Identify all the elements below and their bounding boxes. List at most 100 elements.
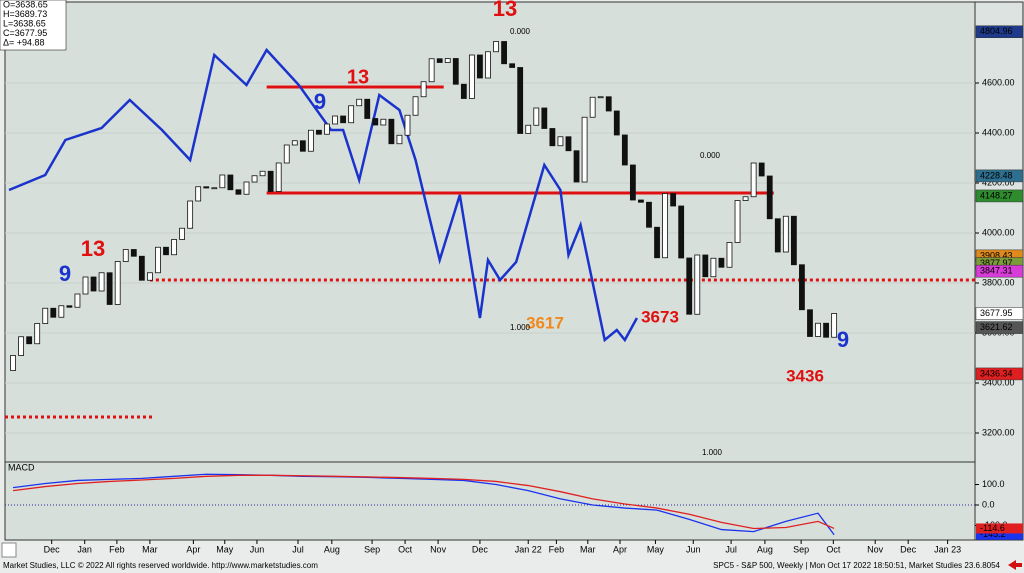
candle-body <box>396 134 403 145</box>
candle-body <box>613 110 620 136</box>
candle-body <box>420 81 427 98</box>
candle-body <box>171 239 177 256</box>
candle-body <box>146 272 153 281</box>
candle-body <box>815 322 821 337</box>
scroll-arrow[interactable] <box>1008 560 1022 570</box>
candle-body <box>106 272 113 305</box>
macd-line <box>12 473 835 536</box>
price-tag-label: 3908.43 <box>980 250 1013 260</box>
candle-body <box>501 41 507 65</box>
candle-body <box>654 226 660 259</box>
candle-body <box>26 336 33 345</box>
annotation: 13 <box>347 66 369 88</box>
x-tick-label: Oct <box>398 544 413 554</box>
candle-body <box>533 107 540 126</box>
candle-body <box>340 115 346 124</box>
candle-body <box>307 129 314 152</box>
annotation: 3673 <box>641 307 679 326</box>
price-tag <box>975 25 1024 39</box>
macd-line <box>12 474 835 530</box>
x-tick-label: Jul <box>725 544 737 554</box>
price-tag <box>975 307 1024 320</box>
candle-body <box>774 218 781 253</box>
price-tag-label: 4804.96 <box>980 26 1013 36</box>
candle-body <box>702 254 709 278</box>
x-tick-label: Aug <box>324 544 340 554</box>
candle-body <box>468 54 475 99</box>
x-tick-label: Dec <box>472 544 489 554</box>
price-tag <box>975 367 1024 381</box>
candle-body <box>831 313 838 338</box>
annotation: 13 <box>493 0 517 21</box>
candle-body <box>710 257 717 278</box>
candle-body <box>477 54 483 79</box>
x-tick-label: Jun <box>250 544 265 554</box>
candle-body <box>203 186 210 189</box>
candle-body <box>227 174 234 191</box>
candle-body <box>163 246 169 256</box>
candle-body <box>678 205 685 259</box>
candle-body <box>324 123 330 135</box>
candle-body <box>782 215 789 253</box>
x-tick-label: Jul <box>292 544 304 554</box>
x-tick-label: Sep <box>793 544 809 554</box>
candle-body <box>90 276 97 292</box>
candle-body <box>734 200 741 243</box>
x-tick-label: Feb <box>109 544 125 554</box>
price-tag-label: 4228.48 <box>980 170 1013 180</box>
candle-body <box>291 140 298 146</box>
candle-body <box>525 124 532 134</box>
candle-body <box>629 164 636 201</box>
x-tick-label: May <box>216 544 234 554</box>
x-tick-label: Dec <box>44 544 61 554</box>
corner-button[interactable] <box>1 542 17 558</box>
candle-body <box>372 118 379 126</box>
candle-body <box>114 261 121 305</box>
candle-body <box>195 186 202 202</box>
price-tag <box>975 189 1024 203</box>
annotation: 9 <box>59 261 71 286</box>
x-tick-label: May <box>647 544 665 554</box>
candle-body <box>130 249 137 257</box>
macd-title: MACD <box>8 462 35 472</box>
x-tick-label: Feb <box>549 544 565 554</box>
y-tick-label: 4600.00 <box>982 77 1015 87</box>
price-tag <box>975 321 1024 334</box>
price-tag-label: 3621.62 <box>980 322 1013 332</box>
price-tag-label: 4148.27 <box>980 190 1013 200</box>
candle-body <box>219 174 226 189</box>
info-line: C=3677.95 <box>3 28 47 38</box>
candle-body <box>235 189 242 195</box>
x-tick-label: Jan <box>77 544 92 554</box>
candle-body <box>82 276 89 295</box>
candle-body <box>412 96 419 116</box>
x-tick-label: Jan 22 <box>515 544 542 554</box>
annotation: 13 <box>81 236 105 261</box>
candle-body <box>58 305 65 318</box>
macd-tag-label: -145.2 <box>980 529 1006 539</box>
macd-tag <box>976 529 1023 540</box>
annotation: 3617 <box>526 313 564 332</box>
candle-body <box>34 323 41 345</box>
candle-body <box>557 136 564 147</box>
x-tick-label: Jan 23 <box>934 544 961 554</box>
candle-body <box>211 187 218 190</box>
price-tag-label: 3877.97 <box>980 258 1013 268</box>
candle-body <box>316 129 322 135</box>
macd-tag <box>976 523 1023 534</box>
candle-body <box>179 227 185 240</box>
candle-body <box>597 96 604 99</box>
footer-left: Market Studies, LLC © 2022 All rights re… <box>3 561 318 570</box>
candle-body <box>549 128 556 147</box>
candle-body <box>50 307 57 318</box>
price-tag-label: 3677.95 <box>980 308 1013 318</box>
info-line: L=3638.65 <box>3 18 46 28</box>
candle-body <box>750 162 757 198</box>
overlay-line <box>8 47 639 343</box>
info-line: Δ= +94.88 <box>3 37 45 47</box>
annotation: 1.000 <box>510 323 531 332</box>
y-tick-label: 4200.00 <box>982 177 1015 187</box>
candle-body <box>718 257 725 268</box>
annotation: 1.000 <box>702 448 723 457</box>
